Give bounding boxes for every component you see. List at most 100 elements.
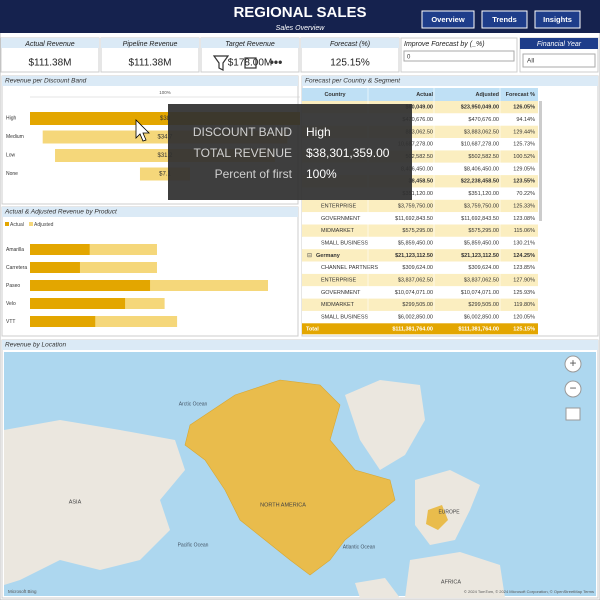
map-attribution: © 2024 TomTom, © 2024 Microsoft Corporat… bbox=[464, 589, 594, 594]
tooltip-label: TOTAL REVENUE bbox=[194, 146, 292, 160]
table-cell: $351,120.00 bbox=[468, 191, 499, 197]
table-cell: 120.05% bbox=[513, 315, 535, 321]
kpi-header bbox=[201, 38, 299, 48]
table-cell: 100.52% bbox=[513, 154, 535, 160]
tooltip-value: $38,301,359.00 bbox=[306, 146, 390, 160]
map: + − bbox=[4, 352, 596, 598]
table-cell: 124.25% bbox=[513, 253, 535, 259]
table-row bbox=[302, 310, 538, 324]
legend-swatch bbox=[5, 222, 9, 226]
table-row bbox=[302, 249, 538, 262]
filter-icon[interactable] bbox=[212, 55, 230, 71]
table-cell: ENTERPRISE bbox=[321, 203, 356, 209]
table-cell: 129.44% bbox=[513, 129, 535, 135]
column-header: Country bbox=[324, 92, 346, 98]
greenland bbox=[345, 380, 425, 470]
table-cell: $309,624.00 bbox=[468, 265, 499, 271]
funnel-band-label: High bbox=[6, 115, 17, 121]
table-cell: 115.06% bbox=[514, 228, 535, 234]
table-cell: 123.85% bbox=[513, 265, 535, 271]
north-america[interactable] bbox=[184, 379, 396, 576]
product-label: VTT bbox=[6, 319, 15, 325]
table-cell: $60,049.00 bbox=[405, 105, 433, 111]
table-cell: 125.33% bbox=[513, 203, 535, 209]
table-cell: 119.80% bbox=[514, 302, 535, 308]
year-header bbox=[520, 38, 598, 49]
funnel-top-label: 100% bbox=[159, 90, 171, 95]
product-bar[interactable] bbox=[30, 298, 126, 309]
table-cell: 130.21% bbox=[513, 240, 535, 246]
nav-button[interactable] bbox=[421, 10, 475, 29]
table-cell: $10,687,278.00 bbox=[461, 142, 499, 148]
tooltip: DISCOUNT BAND High TOTAL REVENUE $38,301,35… bbox=[168, 104, 412, 200]
nav-label: Trends bbox=[492, 15, 517, 24]
table-cell: $502,582.50 bbox=[468, 154, 499, 160]
table-cell: SMALL BUSINESS bbox=[321, 240, 369, 246]
map-brand: Microsoft Bing bbox=[8, 589, 37, 594]
kpi-value: $178.00M bbox=[228, 58, 272, 69]
kpi-label: Pipeline Revenue bbox=[123, 41, 178, 48]
table-cell: CHANNEL PARTNERS bbox=[321, 265, 378, 271]
product-bar[interactable] bbox=[30, 262, 80, 273]
column-header: Adjusted bbox=[475, 92, 499, 98]
map-label: Arctic Ocean bbox=[179, 401, 208, 407]
scrollbar[interactable] bbox=[539, 101, 542, 221]
column-header: Forecast % bbox=[506, 92, 535, 98]
zoom-out[interactable] bbox=[564, 380, 582, 398]
kpi-value: 125.15% bbox=[330, 58, 370, 69]
panel-title: Revenue per Discount Band bbox=[5, 78, 87, 85]
table-cell: $22,238,458.50 bbox=[461, 179, 499, 185]
funnel-value-label: $34.7 bbox=[157, 135, 173, 141]
product-bar[interactable] bbox=[30, 262, 157, 273]
map-label: EUROPE bbox=[438, 509, 460, 515]
table-cell: $3,759,750.00 bbox=[464, 203, 499, 209]
kpi-label: Actual Revenue bbox=[24, 41, 75, 48]
table-cell: $575,295.00 bbox=[468, 228, 499, 234]
slicer-input[interactable] bbox=[403, 50, 515, 62]
kpi-value: $111.38M bbox=[129, 58, 172, 69]
funnel-value-label: $7.1 bbox=[159, 172, 171, 178]
asia bbox=[4, 420, 185, 585]
total-cell: $111,381,764.00 bbox=[392, 326, 433, 332]
map-label: Pacific Ocean bbox=[178, 542, 209, 548]
nav-button[interactable] bbox=[481, 10, 528, 29]
product-bar[interactable] bbox=[30, 244, 157, 255]
product-bar[interactable] bbox=[30, 244, 90, 255]
kpi-label: Target Revenue bbox=[225, 41, 275, 48]
table-cell: 94.14% bbox=[516, 117, 535, 123]
focus-icon[interactable] bbox=[244, 57, 257, 69]
funnel-value-label: $31.2 bbox=[157, 153, 173, 159]
map-label: NORTH AMERICA bbox=[260, 502, 306, 508]
table-cell: Germany bbox=[316, 253, 341, 259]
panel-title: Revenue by Location bbox=[5, 342, 66, 349]
table-cell: MIDMARKET bbox=[321, 302, 355, 308]
table-cell: $23,950,049.00 bbox=[461, 105, 499, 111]
product-bar[interactable] bbox=[30, 316, 96, 327]
table-cell: $470,676.00 bbox=[402, 117, 433, 123]
funnel-band-label: Medium bbox=[6, 134, 24, 140]
tooltip-bg bbox=[168, 104, 412, 200]
table-row bbox=[302, 273, 538, 287]
zoom-out-icon: − bbox=[569, 381, 576, 395]
table-cell: 126.05% bbox=[513, 105, 535, 111]
table-cell: 123.08% bbox=[513, 216, 535, 222]
funnel-band-label: None bbox=[6, 171, 18, 177]
map-label: AFRICA bbox=[441, 579, 462, 585]
product-bar[interactable] bbox=[30, 280, 151, 291]
legend-label: Actual bbox=[10, 222, 24, 228]
product-bar[interactable] bbox=[30, 316, 178, 327]
europe-region[interactable] bbox=[426, 505, 448, 530]
total-cell: Total bbox=[306, 326, 319, 332]
table-cell: $6,002,850.00 bbox=[398, 315, 433, 321]
map-label: Atlantic Ocean bbox=[343, 544, 376, 550]
panel-title: Actual & Adjusted Revenue by Product bbox=[4, 209, 118, 216]
zoom-in[interactable] bbox=[564, 355, 582, 373]
page-title: REGIONAL SALES bbox=[233, 4, 366, 21]
africa bbox=[405, 552, 505, 598]
map-select[interactable] bbox=[565, 407, 581, 421]
nav-button[interactable] bbox=[534, 10, 581, 29]
year-dropdown[interactable] bbox=[522, 53, 596, 68]
table-cell: $5,859,450.00 bbox=[464, 240, 499, 246]
map-label: ASIA bbox=[69, 499, 82, 505]
more-options[interactable]: ••• bbox=[270, 55, 283, 69]
